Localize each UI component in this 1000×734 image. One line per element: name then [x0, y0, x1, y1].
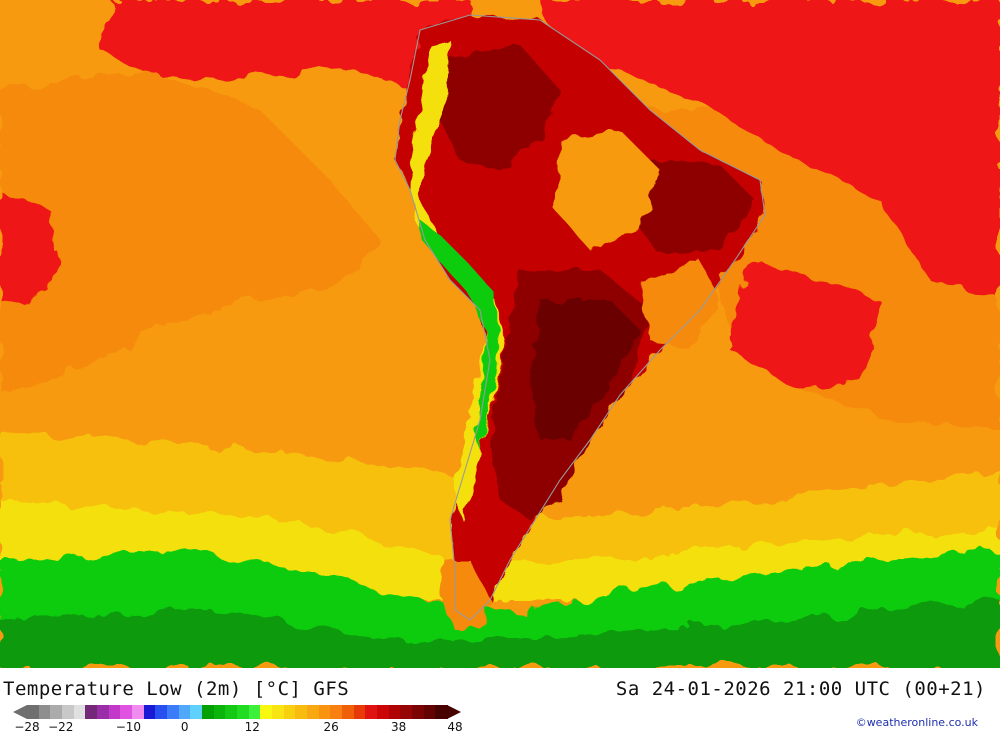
- legend-swatch: [27, 705, 40, 719]
- legend-swatch: [108, 705, 121, 719]
- legend-arrow-right: [447, 705, 461, 719]
- legend-swatch: [237, 705, 250, 719]
- legend-swatch: [377, 705, 390, 719]
- legend-tick-label: 38: [391, 720, 407, 734]
- interior-orange-zone: [640, 260, 720, 350]
- legend-swatch: [330, 705, 343, 719]
- ocean-warm-zone: [0, 70, 380, 390]
- legend-swatch: [202, 705, 215, 719]
- color-legend: [13, 705, 461, 719]
- legend-swatch: [178, 705, 191, 719]
- valid-time: Sa 24-01-2026 21:00 UTC (00+21): [615, 678, 986, 700]
- legend-swatch: [62, 705, 75, 719]
- legend-swatch: [412, 705, 425, 719]
- ocean-red-zone: [100, 0, 470, 90]
- southern-dark-green-band: [0, 600, 1000, 668]
- legend-swatch: [155, 705, 168, 719]
- legend-swatch: [272, 705, 285, 719]
- legend-swatch: [295, 705, 308, 719]
- map-title: Temperature Low (2m) [°C] GFS: [3, 678, 350, 700]
- legend-swatch: [400, 705, 413, 719]
- interior-maroon-zone: [630, 160, 755, 255]
- legend-swatch: [353, 705, 366, 719]
- legend-swatch: [190, 705, 203, 719]
- legend-swatch: [213, 705, 226, 719]
- legend-arrow-left: [13, 705, 27, 719]
- legend-swatch: [365, 705, 378, 719]
- legend-swatch: [307, 705, 320, 719]
- credit-link[interactable]: ©weatheronline.co.uk: [855, 716, 978, 729]
- ocean-red-zone: [540, 0, 1000, 300]
- legend-tick-label: 12: [244, 720, 260, 734]
- interior-deep-maroon-zone: [530, 300, 640, 440]
- legend-tick-label: 0: [180, 720, 189, 734]
- temperature-map: [0, 0, 1000, 668]
- legend-swatch: [38, 705, 51, 719]
- legend-tick-label: −28: [14, 720, 40, 734]
- legend-swatch: [132, 705, 145, 719]
- legend-swatch: [225, 705, 238, 719]
- legend-tick-label: −22: [48, 720, 74, 734]
- legend-swatch: [248, 705, 261, 719]
- legend-swatch: [435, 705, 448, 719]
- legend-swatch: [85, 705, 98, 719]
- legend-swatch: [342, 705, 355, 719]
- ocean-red-zone: [730, 260, 880, 390]
- legend-swatch: [167, 705, 180, 719]
- ocean-red-zone: [0, 190, 60, 310]
- legend-swatch: [97, 705, 110, 719]
- legend-swatch: [50, 705, 63, 719]
- legend-swatch: [260, 705, 273, 719]
- legend-swatch: [143, 705, 156, 719]
- andes-green-strip: [420, 220, 500, 450]
- legend-tick-label: 48: [447, 720, 463, 734]
- coastline: [394, 14, 766, 621]
- legend-swatch: [283, 705, 296, 719]
- legend-swatch: [423, 705, 436, 719]
- legend-swatch: [73, 705, 86, 719]
- legend-tick-label: 26: [323, 720, 339, 734]
- interior-orange-zone: [555, 130, 660, 250]
- legend-tick-label: −10: [115, 720, 142, 734]
- legend-swatch: [318, 705, 331, 719]
- interior-maroon-zone: [440, 45, 560, 170]
- legend-swatch: [388, 705, 401, 719]
- legend-swatch: [120, 705, 133, 719]
